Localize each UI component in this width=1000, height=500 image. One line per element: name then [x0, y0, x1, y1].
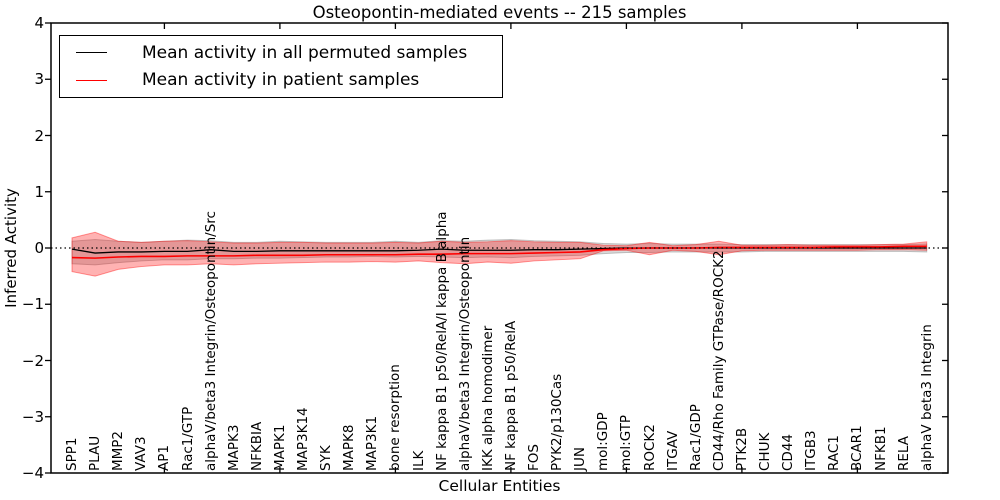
legend-item-patient: Mean activity in patient samples: [60, 67, 502, 93]
legend-line-sample-patient: [76, 79, 107, 81]
x-category-label: ROCK2: [641, 424, 658, 471]
x-category-label: NFKB1: [872, 426, 889, 471]
x-category-label: ITGAV: [664, 430, 681, 471]
y-tick-label: 3: [34, 70, 44, 89]
y-tick-label: 2: [34, 126, 44, 145]
band-permuted-range: [71, 239, 928, 266]
x-axis-label: Cellular Entities: [438, 477, 561, 495]
x-category-label: CD44: [780, 434, 797, 471]
x-category-label: PYK2/p130Cas: [549, 373, 566, 471]
x-category-label: NFKBIA: [248, 421, 265, 471]
x-category-label: Rac1/GTP: [179, 406, 196, 471]
x-category-label: mol:GTP: [618, 414, 635, 471]
x-category-label: MAPK8: [341, 424, 358, 471]
x-category-label: alphaV/beta3 Integrin/Osteopontin/Src: [202, 211, 219, 471]
legend-item-permuted: Mean activity in all permuted samples: [60, 40, 502, 66]
x-category-label: ITGB3: [803, 430, 820, 471]
x-category-label: alphaV/beta3 Integrin/Osteopontin: [456, 236, 473, 471]
legend-line-sample-permuted: [76, 52, 107, 54]
x-category-label: SYK: [318, 445, 335, 471]
y-tick-label: 1: [34, 182, 44, 201]
line-patient-mean: [71, 245, 927, 259]
x-category-label: RELA: [895, 436, 912, 471]
x-category-label: MAPK3: [225, 424, 242, 471]
x-category-label: IKK alpha homodimer: [479, 325, 496, 471]
x-category-label: RAC1: [826, 435, 843, 471]
y-tick-label: −1: [21, 295, 44, 314]
x-category-label: MAP3K1: [364, 415, 381, 471]
x-category-label: NF kappa B1 p50/RelA/I kappa B alpha: [433, 211, 450, 471]
x-category-label: alphaV beta3 Integrin: [918, 324, 935, 471]
x-category-label: MAP3K14: [295, 407, 311, 471]
legend-label: Mean activity in all permuted samples: [142, 42, 468, 63]
x-category-label: VAV3: [133, 436, 150, 471]
x-category-label: JUN: [572, 447, 589, 471]
x-category-label: ILK: [410, 450, 427, 471]
x-category-label: MAPK1: [271, 424, 288, 471]
x-category-label: SPP1: [64, 437, 80, 471]
legend-label: Mean activity in patient samples: [142, 70, 420, 91]
x-category-label: NF kappa B1 p50/RelA: [502, 320, 519, 471]
x-category-label: PTK2B: [733, 427, 750, 471]
x-category-label: MMP2: [110, 430, 127, 471]
x-category-label: BCAR1: [849, 425, 866, 471]
x-category-label: AP1: [156, 445, 173, 471]
y-tick-label: 4: [34, 14, 44, 32]
x-category-label: CHUK: [757, 432, 773, 471]
y-tick-label: −2: [21, 351, 44, 370]
y-tick-label: −4: [21, 464, 44, 482]
y-tick-label: 0: [34, 239, 44, 257]
x-category-label: Rac1/GDP: [687, 404, 704, 471]
chart-title: Osteopontin-mediated events -- 215 sampl…: [312, 3, 687, 22]
y-tick-label: −3: [21, 407, 44, 426]
legend-box: Mean activity in all permuted samples Mea…: [59, 35, 503, 98]
x-category-label: PLAU: [87, 435, 104, 471]
x-category-label: bone resorption: [387, 364, 404, 471]
x-category-label: CD44/Rho Family GTPase/ROCK2: [710, 250, 727, 471]
x-category-label: FOS: [526, 444, 542, 471]
x-category-label: mol:GDP: [595, 412, 612, 471]
